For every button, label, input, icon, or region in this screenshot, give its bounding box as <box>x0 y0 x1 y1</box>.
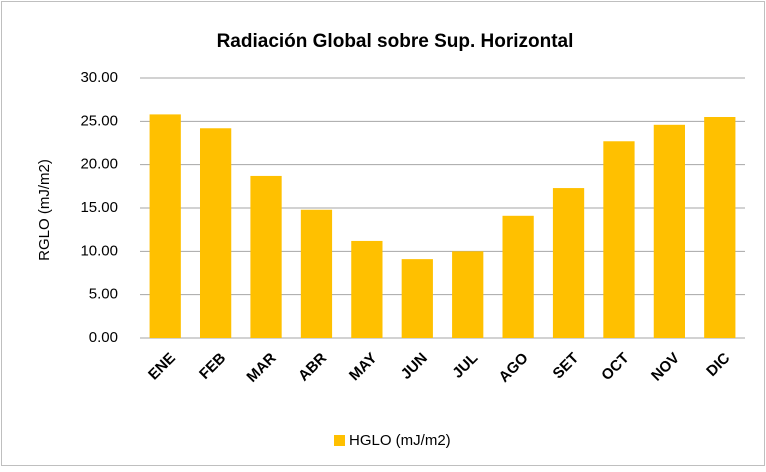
bar <box>653 124 686 338</box>
bar <box>351 240 383 338</box>
chart-title: Radiación Global sobre Sup. Horizontal <box>217 31 574 52</box>
bar <box>300 209 333 338</box>
bar <box>149 114 181 339</box>
bar <box>199 128 232 338</box>
y-tick-label: 5.00 <box>89 286 118 303</box>
y-tick-label: 15.00 <box>80 199 118 216</box>
y-tick-label: 30.00 <box>80 69 118 86</box>
bar <box>452 251 484 338</box>
bar <box>704 117 736 338</box>
bar <box>250 175 282 338</box>
y-tick-label: 20.00 <box>80 156 118 173</box>
y-axis-label: RGLO (mJ/m2) <box>36 159 53 261</box>
y-tick-label: 0.00 <box>89 329 118 346</box>
bar <box>401 259 433 338</box>
bar <box>603 141 635 338</box>
y-tick-label: 25.00 <box>80 112 118 129</box>
legend-swatch <box>334 435 345 446</box>
y-tick-label: 10.00 <box>80 242 118 259</box>
bar <box>502 215 534 338</box>
legend-label: HGLO (mJ/m2) <box>349 432 451 449</box>
bar <box>552 188 585 338</box>
